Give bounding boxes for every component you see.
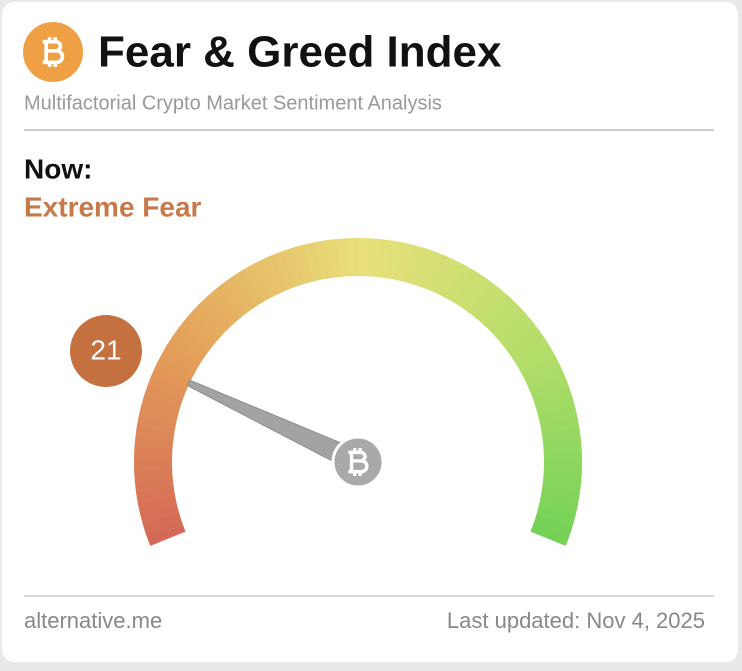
source: alternative.me xyxy=(24,608,162,633)
title: Fear & Greed Index xyxy=(98,28,502,77)
classification: Extreme Fear xyxy=(24,191,202,222)
hub-icon xyxy=(348,448,366,476)
logo-icon xyxy=(43,37,63,67)
now-label: Now: xyxy=(24,153,92,184)
gauge-arc xyxy=(548,529,552,538)
value-label: 21 xyxy=(90,334,121,365)
subtitle: Multifactorial Crypto Market Sentiment A… xyxy=(24,92,442,114)
updated: Last updated: Nov 4, 2025 xyxy=(447,608,705,633)
